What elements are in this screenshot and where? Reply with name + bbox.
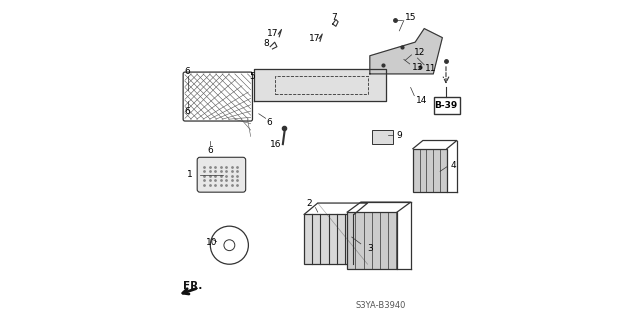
Text: 3: 3: [367, 244, 372, 253]
Text: 13: 13: [412, 63, 423, 72]
Text: 2: 2: [307, 198, 312, 208]
Text: 11: 11: [425, 64, 436, 73]
Text: 4: 4: [451, 161, 456, 170]
Polygon shape: [370, 28, 442, 74]
Text: 6: 6: [185, 107, 191, 116]
Text: S3YA-B3940: S3YA-B3940: [356, 301, 406, 310]
Text: 6: 6: [266, 118, 272, 127]
Text: 10: 10: [205, 238, 217, 247]
Bar: [347, 212, 397, 269]
FancyBboxPatch shape: [304, 214, 354, 264]
Text: 6: 6: [207, 146, 213, 155]
Text: 15: 15: [405, 13, 417, 22]
FancyBboxPatch shape: [197, 157, 246, 192]
Text: FR.: FR.: [182, 281, 202, 291]
Text: 12: 12: [414, 48, 426, 57]
Bar: [413, 149, 447, 192]
FancyBboxPatch shape: [183, 72, 252, 121]
Bar: [372, 130, 392, 144]
Text: 7: 7: [332, 13, 337, 22]
Text: 17: 17: [309, 34, 320, 43]
Text: 8: 8: [264, 39, 269, 48]
Polygon shape: [254, 69, 386, 101]
Text: 9: 9: [396, 131, 402, 140]
Text: B-39: B-39: [435, 101, 458, 110]
Text: 5: 5: [250, 72, 255, 81]
Text: 16: 16: [270, 140, 282, 148]
Text: 1: 1: [187, 170, 193, 179]
FancyBboxPatch shape: [434, 97, 460, 114]
Text: 14: 14: [416, 96, 428, 105]
Text: 6: 6: [185, 67, 191, 76]
Bar: [275, 76, 367, 94]
Text: 17: 17: [267, 28, 278, 38]
